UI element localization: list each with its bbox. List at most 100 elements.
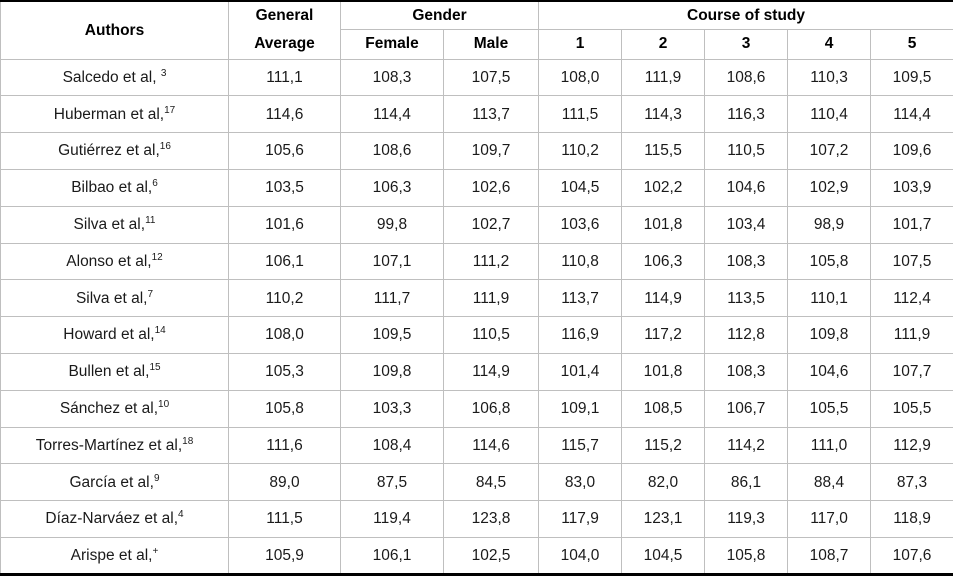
value-cell: 86,1	[704, 463, 789, 502]
author-cell: Torres-Martínez et al,18	[0, 426, 229, 465]
table-row: Salcedo et al, 3 111,1 108,3 107,5 108,0 111,…	[0, 58, 953, 97]
table-row: Gutiérrez et al,16 105,6 108,6 109,7 110,2 11…	[0, 132, 953, 170]
value-cell: 103,9	[870, 168, 953, 207]
value-cell: 110,2	[538, 132, 623, 170]
value-cell: 106,1	[228, 242, 341, 281]
value-cell: 108,3	[340, 58, 444, 97]
table-row: Díaz-Narváez et al,4 111,5 119,4 123,8 117,9…	[0, 500, 953, 539]
value-cell: 109,1	[538, 389, 623, 428]
value-cell: 102,2	[621, 168, 706, 207]
value-cell: 108,5	[621, 389, 706, 428]
author-cell: Arispe et al,+	[0, 537, 229, 575]
column-header-course-1: 1	[538, 28, 623, 60]
value-cell: 110,1	[787, 279, 872, 318]
value-cell: 119,4	[340, 500, 444, 539]
value-cell: 118,9	[870, 500, 953, 539]
author-cell: Alonso et al,12	[0, 242, 229, 281]
value-cell: 110,5	[704, 132, 789, 170]
value-cell: 123,8	[442, 500, 540, 539]
value-cell: 88,4	[787, 463, 872, 502]
value-cell: 111,9	[870, 316, 953, 354]
value-cell: 89,0	[228, 463, 341, 502]
author-cell: Silva et al,7	[0, 279, 229, 318]
table-body: Salcedo et al, 3 111,1 108,3 107,5 108,0 111,…	[0, 58, 953, 575]
value-cell: 84,5	[442, 463, 540, 502]
author-cell: Silva et al,11	[0, 205, 229, 244]
column-header-course-4: 4	[787, 28, 872, 60]
value-cell: 108,0	[538, 58, 623, 97]
column-header-male: Male	[442, 28, 540, 60]
value-cell: 110,3	[787, 58, 872, 97]
table-row: Torres-Martínez et al,18 111,6 108,4 114,6 1…	[0, 426, 953, 465]
citation-superscript: 17	[164, 104, 176, 116]
value-cell: 101,8	[621, 353, 706, 391]
citation-superscript: +	[152, 545, 159, 557]
value-cell: 107,7	[870, 353, 953, 391]
value-cell: 105,9	[228, 537, 341, 575]
value-cell: 115,5	[621, 132, 706, 170]
column-header-authors: Authors	[0, 0, 229, 60]
value-cell: 102,6	[442, 168, 540, 207]
value-cell: 114,9	[442, 353, 540, 391]
table-row: Bilbao et al,6 103,5 106,3 102,6 104,5 102,2 1…	[0, 168, 953, 207]
value-cell: 117,9	[538, 500, 623, 539]
value-cell: 111,6	[228, 426, 341, 465]
value-cell: 112,8	[704, 316, 789, 354]
value-cell: 111,9	[621, 58, 706, 97]
column-group-header-course-of-study: Course of study	[538, 0, 953, 30]
value-cell: 123,1	[621, 500, 706, 539]
value-cell: 111,0	[787, 426, 872, 465]
value-cell: 105,8	[228, 389, 341, 428]
value-cell: 106,3	[340, 168, 444, 207]
value-cell: 102,9	[787, 168, 872, 207]
value-cell: 116,3	[704, 95, 789, 134]
value-cell: 111,1	[228, 58, 341, 97]
value-cell: 107,1	[340, 242, 444, 281]
value-cell: 108,3	[704, 353, 789, 391]
value-cell: 109,8	[787, 316, 872, 354]
value-cell: 110,2	[228, 279, 341, 318]
author-cell: García et al,9	[0, 463, 229, 502]
value-cell: 104,0	[538, 537, 623, 575]
author-cell: Huberman et al,17	[0, 95, 229, 134]
value-cell: 110,4	[787, 95, 872, 134]
value-cell: 82,0	[621, 463, 706, 502]
value-cell: 105,6	[228, 132, 341, 170]
general-average-line2: Average	[254, 35, 315, 53]
value-cell: 103,4	[704, 205, 789, 244]
value-cell: 109,8	[340, 353, 444, 391]
column-header-course-2: 2	[621, 28, 706, 60]
header-row-top: Authors General Average Gender Course of…	[0, 0, 953, 60]
value-cell: 112,4	[870, 279, 953, 318]
value-cell: 117,0	[787, 500, 872, 539]
author-cell: Díaz-Narváez et al,4	[0, 500, 229, 539]
value-cell: 113,5	[704, 279, 789, 318]
table-header: Authors General Average Gender Course of…	[0, 0, 953, 60]
value-cell: 99,8	[340, 205, 444, 244]
citation-superscript: 11	[145, 214, 156, 226]
value-cell: 116,9	[538, 316, 623, 354]
value-cell: 115,2	[621, 426, 706, 465]
value-cell: 104,6	[704, 168, 789, 207]
author-cell: Sánchez et al,10	[0, 389, 229, 428]
author-cell: Salcedo et al, 3	[0, 58, 229, 97]
value-cell: 105,3	[228, 353, 341, 391]
column-header-female: Female	[340, 28, 444, 60]
value-cell: 102,5	[442, 537, 540, 575]
value-cell: 113,7	[442, 95, 540, 134]
value-cell: 83,0	[538, 463, 623, 502]
value-cell: 101,8	[621, 205, 706, 244]
column-group-header-gender: Gender	[339, 0, 540, 30]
value-cell: 103,3	[340, 389, 444, 428]
value-cell: 107,5	[870, 242, 953, 281]
table-row: Sánchez et al,10 105,8 103,3 106,8 109,1 108,…	[0, 389, 953, 428]
author-cell: Bullen et al,15	[0, 353, 229, 391]
citation-superscript: 6	[152, 178, 158, 189]
author-cell: Bilbao et al,6	[0, 168, 229, 207]
value-cell: 103,6	[538, 205, 623, 244]
value-cell: 101,6	[228, 205, 341, 244]
value-cell: 110,5	[442, 316, 540, 354]
value-cell: 102,7	[442, 205, 540, 244]
value-cell: 107,5	[442, 58, 540, 97]
